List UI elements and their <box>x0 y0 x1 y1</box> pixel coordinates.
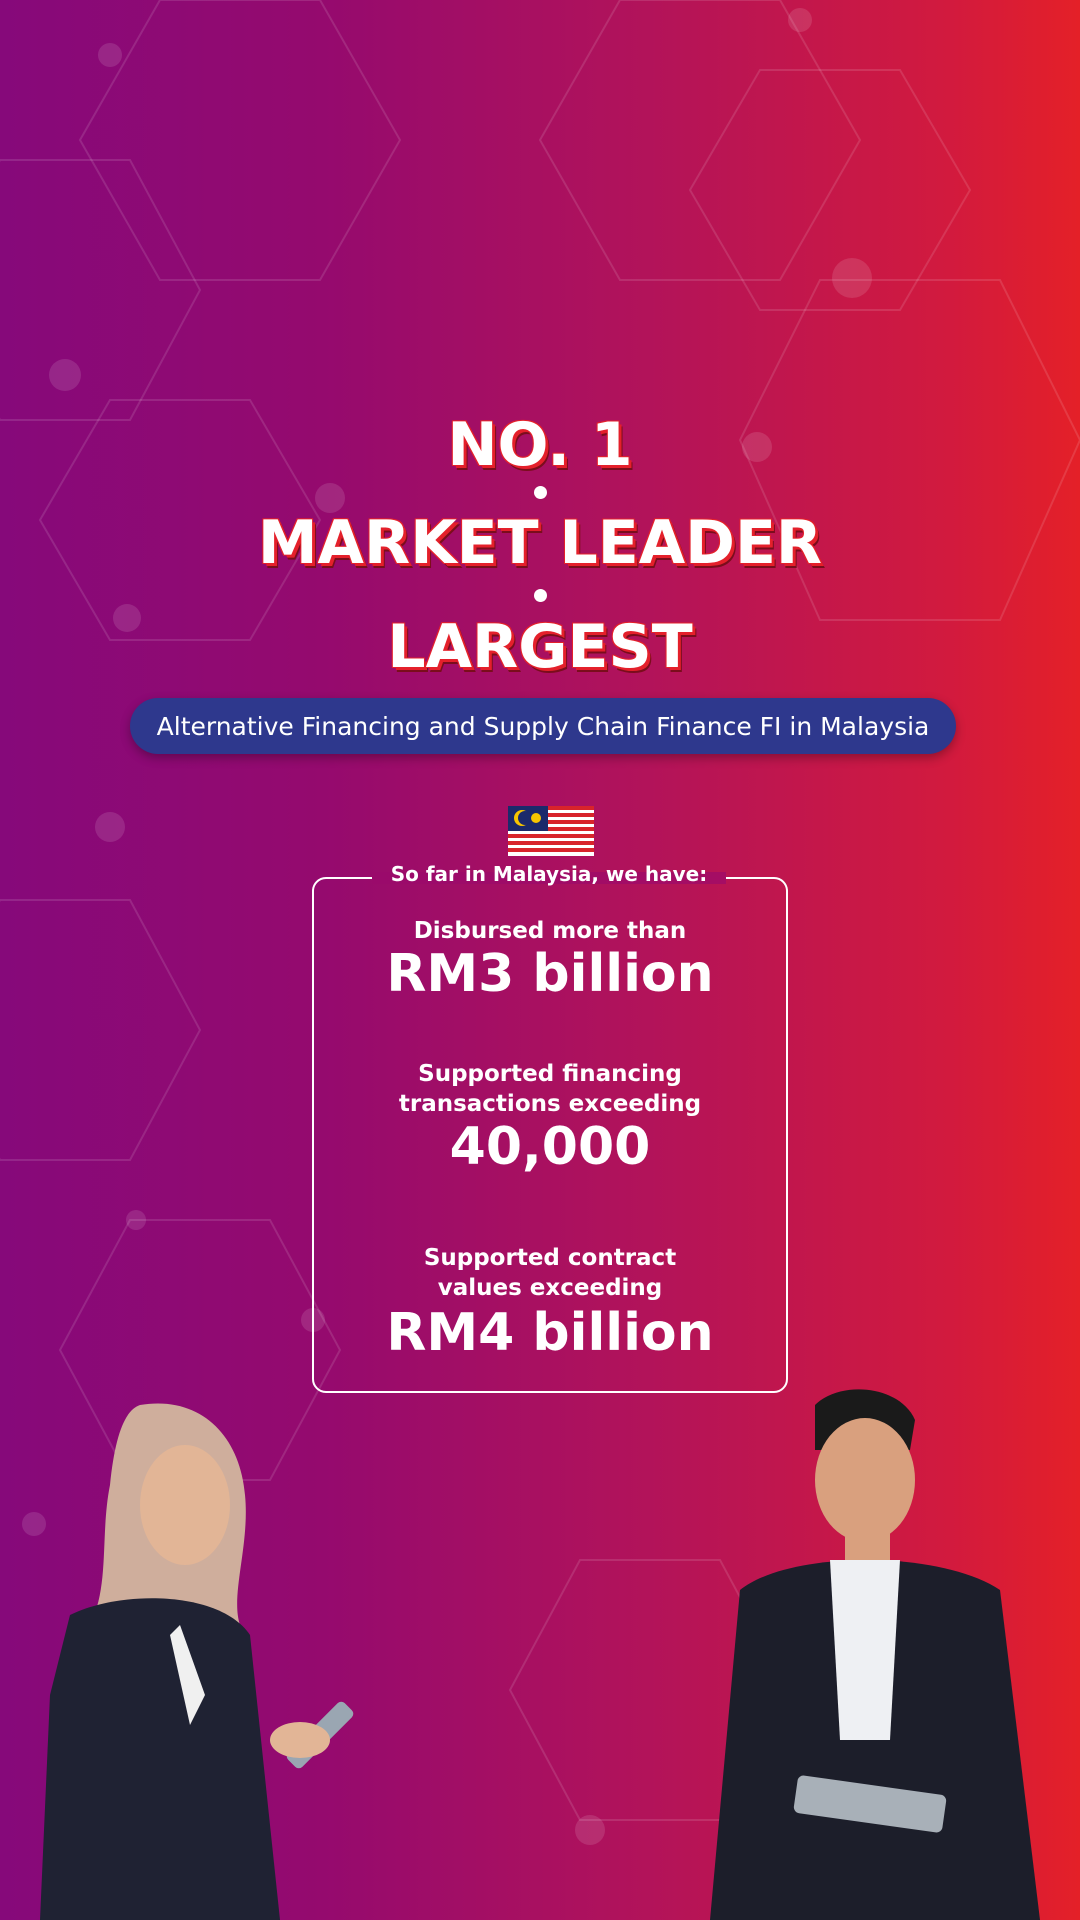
separator-dot <box>534 589 547 602</box>
stat-label: Supported contract <box>423 1245 677 1271</box>
bubble <box>788 8 812 32</box>
hexagon-shape <box>738 279 1080 621</box>
hexagon-shape <box>538 0 862 281</box>
headline-market-leader: MARKET LEADER <box>257 508 823 578</box>
hexagon-shape <box>0 899 202 1161</box>
tagline-banner: Alternative Financing and Supply Chain F… <box>130 698 956 754</box>
hexagon-shape <box>58 1219 342 1481</box>
stats-intro: So far in Malaysia, we have: <box>390 862 708 886</box>
stat-label: Supported financing <box>418 1061 682 1087</box>
bubble <box>113 604 141 632</box>
bubble <box>315 483 345 513</box>
bubble <box>22 1512 46 1536</box>
hexagon-shape <box>38 399 322 641</box>
headline-largest: LARGEST <box>387 612 693 682</box>
headline-no1: NO. 1 <box>447 410 633 480</box>
bubble <box>575 1815 605 1845</box>
separator-dot <box>534 486 547 499</box>
hexagon-shape <box>78 0 402 281</box>
tagline-text: Alternative Financing and Supply Chain F… <box>156 711 930 741</box>
businessman-photo <box>710 1389 1040 1920</box>
malaysia-flag-icon <box>508 806 594 856</box>
bubble <box>832 258 872 298</box>
stat-label: values exceeding <box>437 1275 663 1301</box>
stat-value: 40,000 <box>449 1117 651 1177</box>
stat-value: RM4 billion <box>386 1303 714 1363</box>
stat-label: Disbursed more than <box>413 918 687 944</box>
hexagon-shape <box>688 69 972 311</box>
bubble <box>95 812 125 842</box>
bubble <box>49 359 81 391</box>
bubble <box>742 432 772 462</box>
stat-label: transactions exceeding <box>398 1091 702 1117</box>
bubble <box>126 1210 146 1230</box>
stat-value: RM3 billion <box>386 944 714 1004</box>
bubble <box>98 43 122 67</box>
businesswoman-photo <box>40 1403 354 1920</box>
box-label-gap <box>372 872 726 884</box>
hexagon-shape <box>0 159 202 421</box>
